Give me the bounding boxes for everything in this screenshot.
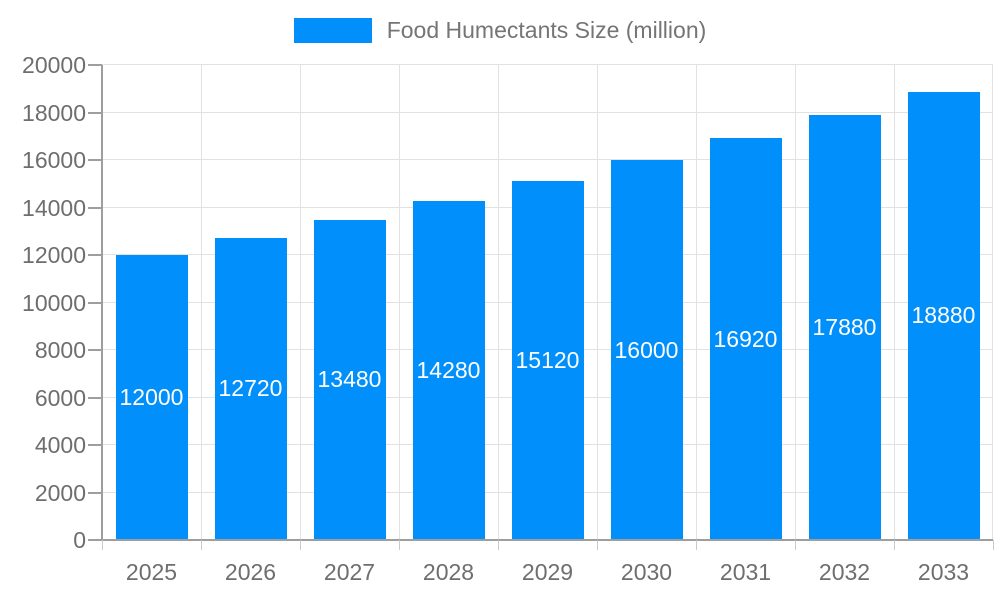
vertical-gridline: [398, 65, 400, 540]
bar: 17880: [808, 115, 881, 540]
vertical-gridline: [300, 65, 301, 540]
bar-value-label: 17880: [812, 314, 877, 341]
y-axis-tick: [88, 254, 102, 256]
bar-value-label: 12000: [119, 384, 184, 410]
x-axis-tick-label: 2031: [719, 559, 772, 585]
x-axis-tick: [894, 540, 895, 550]
vertical-gridline: [201, 65, 202, 540]
x-axis-tick-label: 2026: [224, 559, 277, 585]
bar-value-label: 16000: [614, 336, 679, 363]
bar-value-label: 12720: [218, 375, 283, 402]
x-axis-tick: [498, 540, 499, 550]
bar-cell: 18880: [894, 65, 993, 540]
y-axis-tick: [88, 539, 102, 541]
horizontal-gridline: [102, 159, 993, 160]
bar-value-label: 16920: [713, 325, 778, 352]
x-axis-tick-label: 2025: [125, 559, 178, 585]
bar-cell: 15120: [498, 65, 597, 540]
x-axis-tick: [102, 540, 103, 550]
y-axis-tick-label: 20000: [22, 52, 86, 78]
y-axis-tick-label: 14000: [22, 194, 86, 221]
y-axis-tick: [88, 396, 102, 399]
x-axis-tick-label: 2032: [818, 559, 871, 585]
horizontal-gridline: [102, 64, 993, 65]
y-axis-tick: [88, 159, 102, 161]
x-axis-tick: [300, 540, 301, 550]
y-axis-tick: [88, 491, 102, 494]
y-axis-line: [101, 65, 103, 540]
y-axis-tick: [88, 444, 102, 446]
x-axis-tick: [696, 540, 697, 550]
vertical-gridline: [695, 65, 697, 540]
bar: 15120: [511, 180, 584, 540]
bar-value-label: 14280: [416, 356, 481, 383]
legend: Food Humectants Size (million): [0, 17, 1000, 44]
legend-label: Food Humectants Size (million): [386, 17, 707, 43]
x-axis-tick-label: 2030: [620, 559, 673, 585]
x-axis-tick-label: 2028: [422, 559, 475, 585]
bar: 13480: [313, 219, 386, 540]
y-axis-tick-label: 4000: [34, 432, 86, 458]
bar: 16000: [610, 160, 683, 540]
bar: 12000: [115, 255, 188, 540]
y-axis-tick: [88, 206, 102, 209]
y-axis-tick-label: 2000: [34, 479, 86, 506]
vertical-gridline: [498, 65, 499, 540]
bar-cell: 12000: [102, 65, 201, 540]
y-axis-tick-label: 10000: [22, 289, 86, 316]
y-axis-tick: [88, 349, 102, 351]
bar-cell: 14280: [399, 65, 498, 540]
y-axis-tick: [88, 301, 102, 304]
y-axis-tick-label: 8000: [34, 337, 86, 363]
x-axis-tick-label: 2029: [521, 559, 574, 585]
y-axis-tick-label: 16000: [22, 147, 86, 173]
x-axis-line: [90, 539, 993, 541]
vertical-gridline: [992, 65, 993, 540]
bar-cell: 13480: [300, 65, 399, 540]
bar-value-label: 15120: [515, 346, 580, 373]
x-axis-tick: [201, 540, 202, 550]
x-axis-tick-label: 2027: [323, 559, 376, 585]
plot-area: 12000 12720 13480 14280 15120 16000 16920 17880…: [90, 64, 993, 541]
vertical-gridline: [597, 65, 598, 540]
y-axis-tick: [88, 111, 102, 114]
bar: 14280: [412, 200, 485, 540]
y-axis-tick-label: 12000: [22, 242, 86, 268]
y-axis-tick-label: 0: [73, 527, 86, 553]
x-axis-tick: [795, 540, 796, 550]
y-axis-tick-label: 6000: [34, 384, 86, 411]
vertical-gridline: [795, 65, 796, 540]
y-axis-tick-label: 18000: [22, 99, 86, 126]
legend-swatch: [293, 18, 372, 43]
bar: 16920: [709, 138, 782, 540]
vertical-gridline: [894, 65, 895, 540]
y-axis-tick: [88, 64, 102, 66]
x-axis-tick: [993, 540, 994, 550]
bar-value-label: 13480: [317, 366, 382, 393]
x-axis-tick: [399, 540, 400, 550]
bar-cell: 17880: [795, 65, 894, 540]
x-axis-tick-label: 2033: [917, 559, 970, 585]
bar-cell: 12720: [201, 65, 300, 540]
x-axis-tick: [597, 540, 598, 550]
bars-layer: 12000 12720 13480 14280 15120 16000 16920 17880…: [102, 65, 993, 540]
bar-cell: 16000: [597, 65, 696, 540]
horizontal-gridline: [102, 111, 993, 113]
bar: 18880: [907, 91, 980, 540]
bar: 12720: [214, 237, 287, 540]
bar-cell: 16920: [696, 65, 795, 540]
bar-value-label: 18880: [911, 302, 976, 329]
